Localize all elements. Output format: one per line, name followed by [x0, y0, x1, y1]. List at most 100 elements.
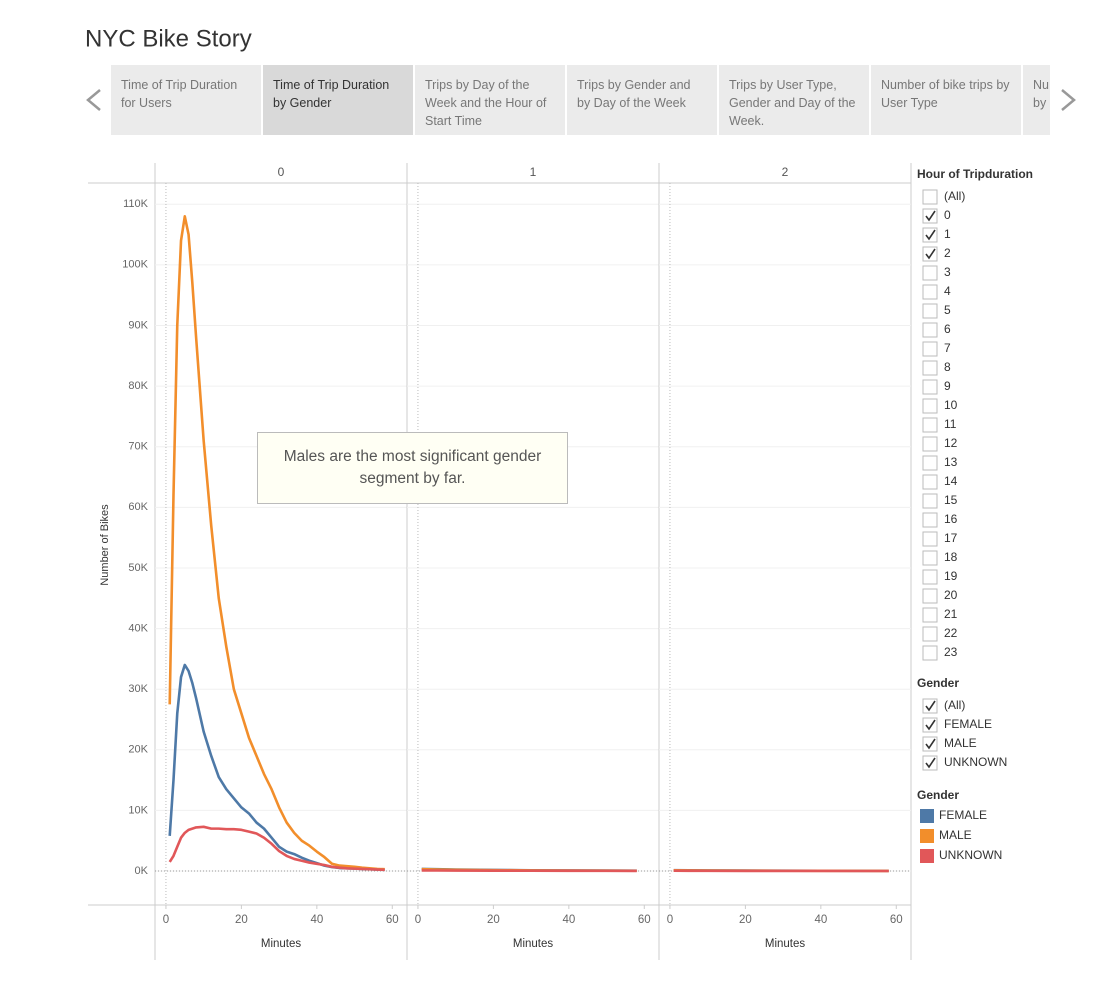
annotation: Males are the most significant gender se…: [257, 432, 568, 504]
filter-item: MALE: [944, 736, 977, 750]
checkbox[interactable]: [922, 493, 938, 509]
x-tick-label: 40: [310, 914, 323, 926]
filter-item: 10: [944, 398, 958, 412]
prev-arrow[interactable]: [86, 89, 101, 111]
story-tab[interactable]: Trips by Day of the Week and the Hour of…: [415, 65, 565, 135]
legend-label: MALE: [939, 828, 972, 842]
y-tick-label: 50K: [128, 562, 148, 574]
filter-item: 20: [944, 588, 958, 602]
story-tab[interactable]: Nu by: [1023, 65, 1050, 135]
x-tick-label: 0: [415, 914, 421, 926]
checkbox[interactable]: [922, 550, 938, 566]
x-tick-label: 60: [386, 914, 399, 926]
y-tick-label: 40K: [128, 622, 148, 634]
filter-item: FEMALE: [944, 717, 992, 731]
y-axis-label: Number of Bikes: [99, 504, 111, 586]
filter-item: 4: [944, 284, 951, 298]
filter-item: 7: [944, 341, 951, 355]
x-tick-label: 60: [890, 914, 903, 926]
checkbox[interactable]: [922, 398, 938, 414]
checkbox[interactable]: [922, 626, 938, 642]
legend-swatch: [920, 829, 934, 843]
filter-item: 17: [944, 531, 958, 545]
checkbox[interactable]: [922, 588, 938, 604]
story-tab[interactable]: Number of bike trips by User Type: [871, 65, 1021, 135]
panel-header: 1: [530, 165, 537, 179]
legend-swatch: [920, 849, 934, 863]
story-tab[interactable]: Time of Trip Duration for Users: [111, 65, 261, 135]
filter-item: 22: [944, 626, 958, 640]
story-tabs: Time of Trip Duration for Users Time of T…: [111, 65, 1050, 135]
checkbox[interactable]: [922, 512, 938, 528]
y-tick-label: 30K: [128, 683, 148, 695]
filter-title: Gender: [917, 676, 959, 690]
story-tab[interactable]: Trips by User Type, Gender and Day of th…: [719, 65, 869, 135]
filter-item: 23: [944, 645, 958, 659]
checkbox[interactable]: [922, 265, 938, 281]
checkbox[interactable]: [922, 303, 938, 319]
checkmark: [925, 719, 936, 731]
filter-item: UNKNOWN: [944, 755, 1007, 769]
x-axis-label: Minutes: [765, 938, 806, 950]
filter-item: 19: [944, 569, 958, 583]
y-tick-label: 20K: [128, 744, 148, 756]
panel-header: 0: [278, 165, 285, 179]
story-tab[interactable]: Trips by Gender and by Day of the Week: [567, 65, 717, 135]
checkbox[interactable]: [922, 436, 938, 452]
y-tick-label: 70K: [128, 441, 148, 453]
filter-item: 13: [944, 455, 958, 469]
filter-item: 16: [944, 512, 958, 526]
filter-item: 8: [944, 360, 951, 374]
y-tick-label: 10K: [128, 804, 148, 816]
filter-item: (All): [944, 189, 965, 203]
panel-header: 2: [782, 165, 789, 179]
checkbox[interactable]: [922, 379, 938, 395]
filter-item: 12: [944, 436, 958, 450]
filter-item: 21: [944, 607, 958, 621]
x-axis-label: Minutes: [513, 938, 554, 950]
checkbox[interactable]: [922, 360, 938, 376]
filter-item: 6: [944, 322, 951, 336]
series-line: [168, 215, 385, 871]
x-tick-label: 20: [739, 914, 752, 926]
legend-title: Gender: [917, 788, 959, 802]
checkbox[interactable]: [922, 474, 938, 490]
y-tick-label: 0K: [135, 865, 149, 877]
checkbox[interactable]: [922, 341, 938, 357]
filter-item: 0: [944, 208, 951, 222]
filter-item: 1: [944, 227, 951, 241]
filter-item: 5: [944, 303, 951, 317]
filter-item: 3: [944, 265, 951, 279]
y-tick-label: 110K: [123, 198, 149, 210]
story-tab[interactable]: Time of Trip Duration by Gender: [263, 65, 413, 135]
filter-item: (All): [944, 698, 965, 712]
x-tick-label: 20: [235, 914, 248, 926]
y-tick-label: 60K: [128, 501, 148, 513]
checkmark: [925, 248, 936, 260]
x-tick-label: 60: [638, 914, 651, 926]
filter-item: 2: [944, 246, 951, 260]
filter-item: 11: [944, 417, 957, 431]
checkbox[interactable]: [922, 322, 938, 338]
checkbox[interactable]: [922, 417, 938, 433]
x-tick-label: 0: [163, 914, 169, 926]
next-arrow[interactable]: [1061, 89, 1076, 111]
legend-swatch: [920, 809, 934, 823]
checkmark: [925, 210, 936, 222]
checkmark: [925, 700, 936, 712]
checkbox[interactable]: [922, 455, 938, 471]
checkbox[interactable]: [922, 189, 938, 205]
checkbox[interactable]: [922, 569, 938, 585]
filter-item: 15: [944, 493, 958, 507]
x-tick-label: 20: [487, 914, 500, 926]
checkmark: [925, 757, 936, 769]
y-tick-label: 90K: [128, 319, 148, 331]
checkbox[interactable]: [922, 531, 938, 547]
x-tick-label: 40: [814, 914, 827, 926]
checkbox[interactable]: [922, 607, 938, 623]
x-tick-label: 0: [667, 914, 673, 926]
y-tick-label: 100K: [122, 259, 148, 271]
checkbox[interactable]: [922, 284, 938, 300]
checkbox[interactable]: [922, 645, 938, 661]
